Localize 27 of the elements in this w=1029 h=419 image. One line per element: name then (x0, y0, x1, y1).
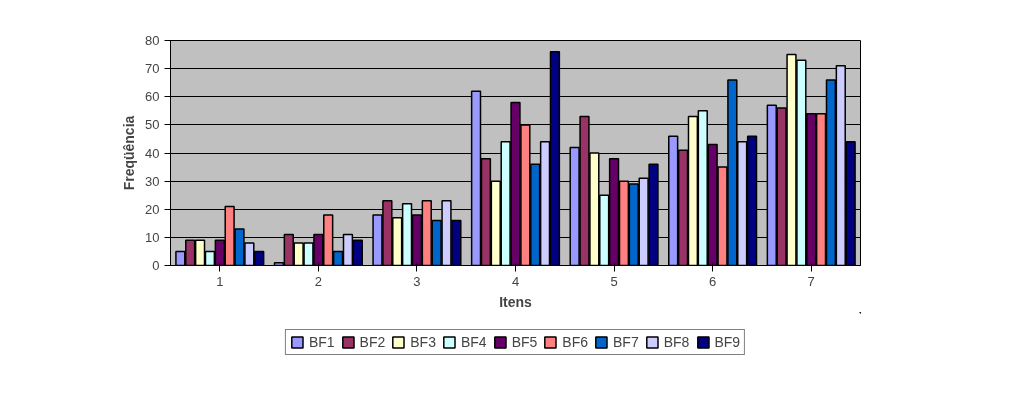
x-tick-label: 7 (807, 273, 815, 289)
legend-label: BF3 (410, 334, 436, 350)
y-tick-label: 80 (145, 33, 160, 48)
legend-label: BF1 (308, 334, 335, 350)
x-tick-label: 6 (709, 273, 717, 289)
y-tick-label: 10 (145, 229, 160, 245)
legend-label: BF8 (663, 334, 690, 350)
y-tick-label: 30 (145, 173, 160, 189)
legend-label: BF7 (613, 334, 639, 350)
legend-label: BF4 (460, 334, 487, 350)
legend-label: BF2 (359, 334, 386, 350)
x-tick-label: 4 (511, 273, 520, 289)
y-tick-label: 50 (145, 117, 160, 133)
x-tick-label: 1 (216, 273, 224, 289)
y-axis-title: Freqüência (121, 115, 138, 191)
x-tick-label: 5 (610, 273, 618, 289)
x-tick-label: 3 (413, 273, 421, 289)
legend-label: BF6 (562, 334, 589, 350)
y-tick-label: 70 (145, 61, 160, 77)
y-tick-label: 40 (145, 145, 160, 161)
y-tick-label: 60 (145, 89, 160, 105)
x-tick-label: 2 (314, 273, 322, 289)
legend-label: BF5 (511, 334, 538, 350)
legend-label: BF9 (714, 334, 741, 350)
y-tick-label: 0 (152, 258, 160, 273)
x-axis-title: Itens (499, 293, 533, 310)
y-tick-label: 20 (145, 201, 160, 217)
